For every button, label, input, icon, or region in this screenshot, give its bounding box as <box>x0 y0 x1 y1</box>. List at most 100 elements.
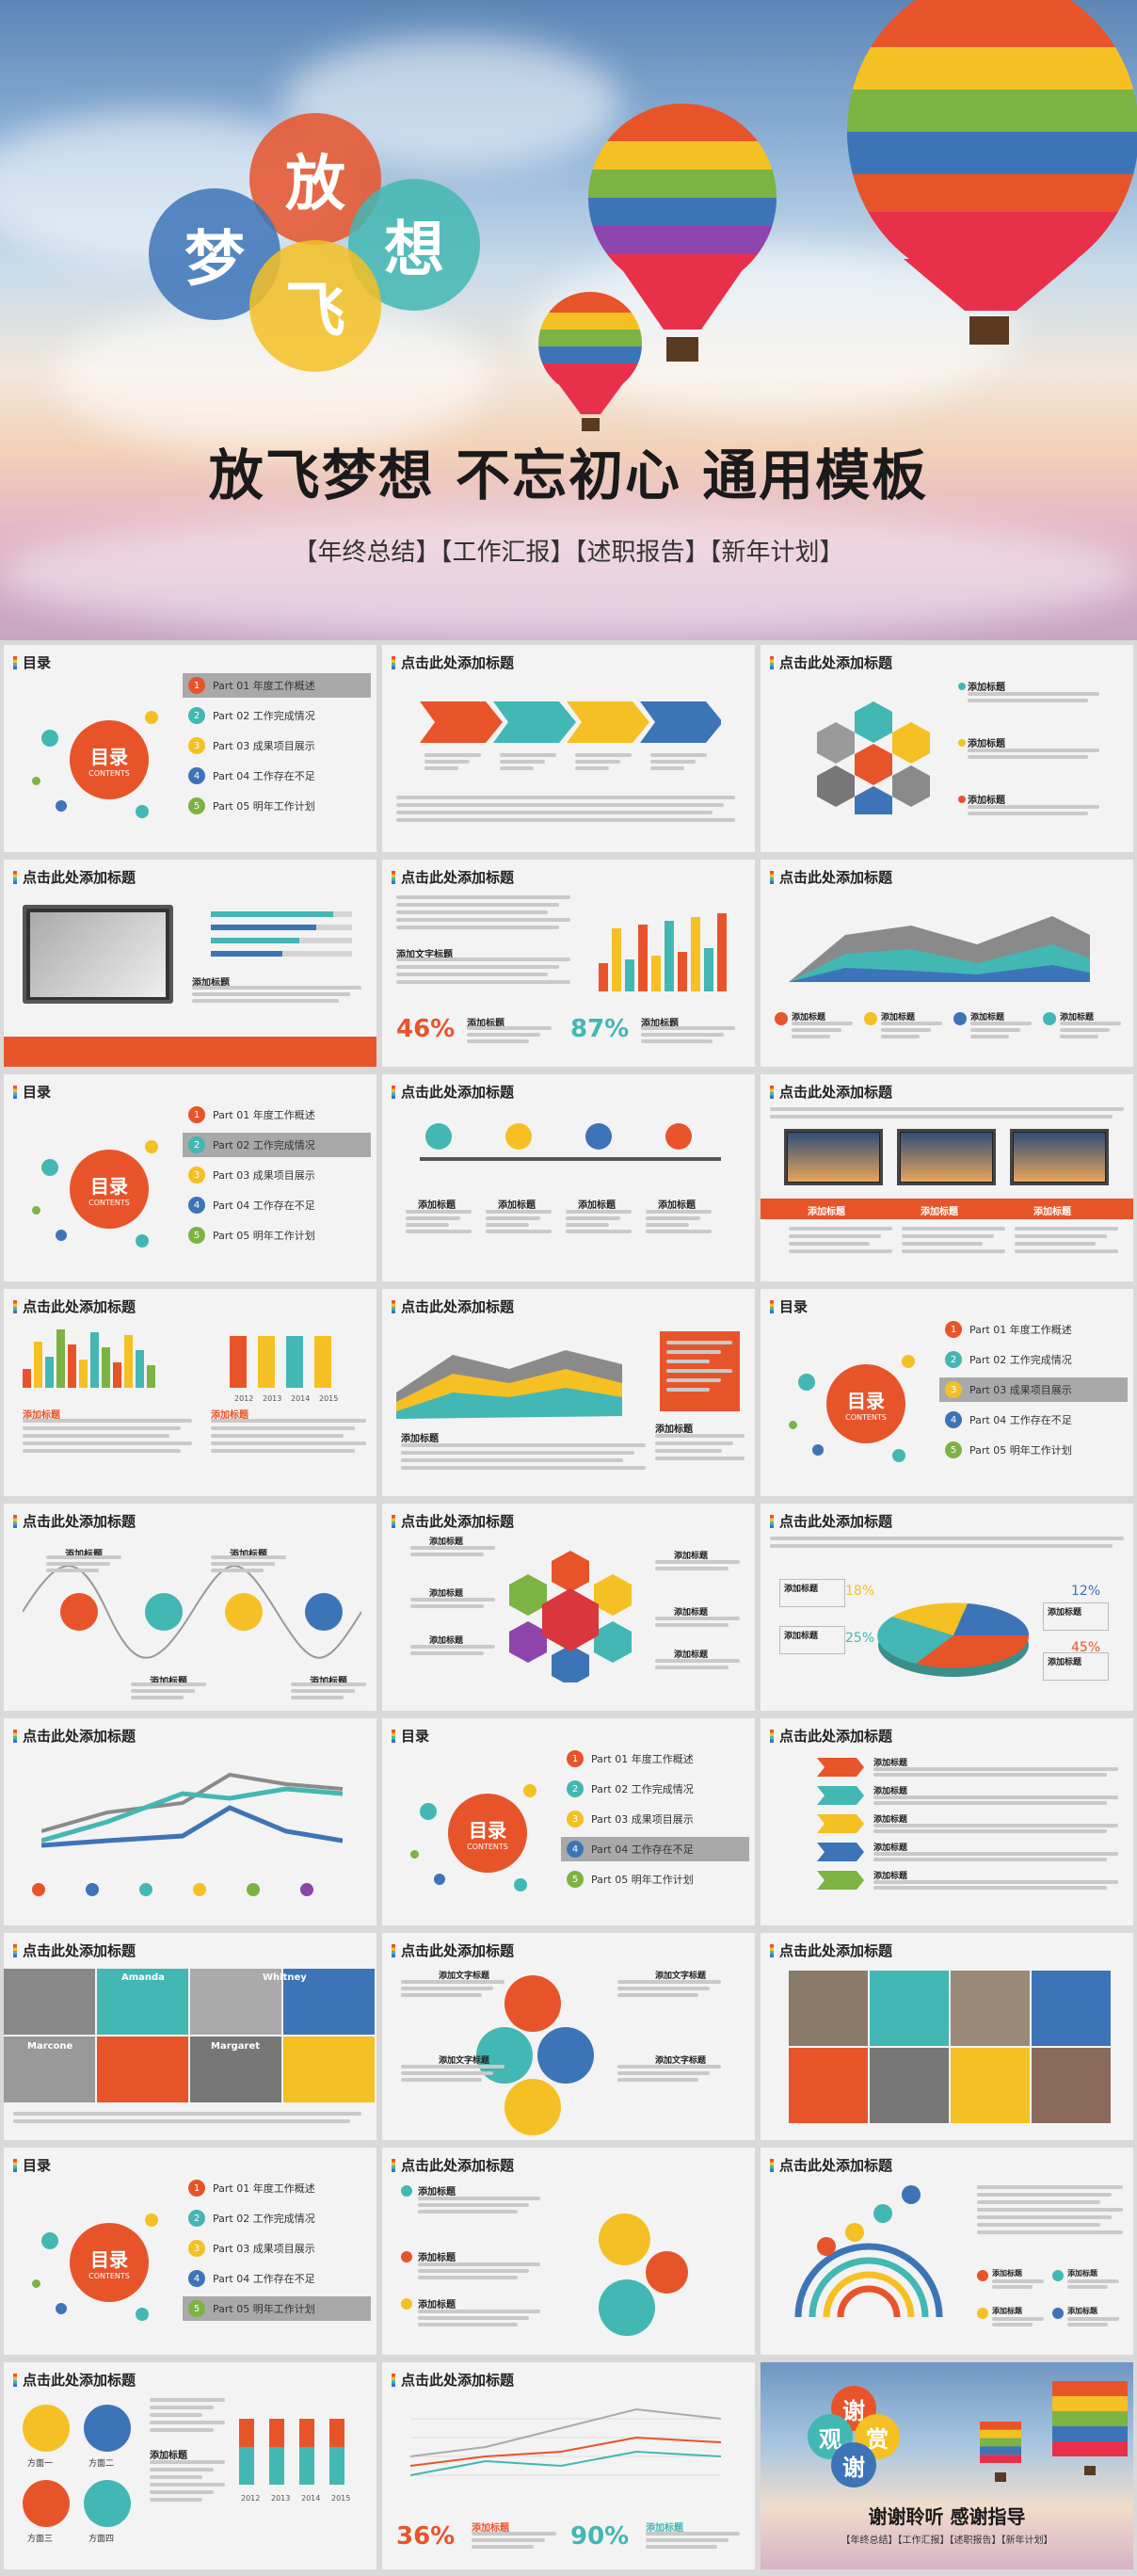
bar-mark <box>258 1336 275 1388</box>
line-series <box>41 1786 343 1843</box>
progress-fill <box>211 938 299 943</box>
slide-thumbnail[interactable]: 点击此处添加标题 添加标题 添加标题 添加标题 添加标题 添加标题 添加标题 <box>382 1504 755 1711</box>
slide-thumbnail[interactable]: 目录 目录 CONTENTS 1 Part 01 年度工作概述 2 Part 02 工作完成… <box>4 2148 376 2355</box>
toc-item[interactable]: 4 Part 04 工作存在不足 <box>183 1193 371 1217</box>
toc-item[interactable]: 4 Part 04 工作存在不足 <box>183 2266 371 2291</box>
slide-thumbnail[interactable]: 点击此处添加标题 添加标题 添加标题 添加标题 <box>382 2148 755 2355</box>
add-title-label: 添加文字标题 <box>396 950 453 960</box>
add-title-label: 添加标题 <box>873 1787 908 1796</box>
toc-item[interactable]: 4 Part 04 工作存在不足 <box>183 764 371 788</box>
slide-thumbnail[interactable]: 点击此处添加标题 36% 添加标题 90% 添加标题 <box>382 2362 755 2569</box>
dream-circle-2: 梦 <box>149 188 280 320</box>
slide-thumbnail[interactable]: 点击此处添加标题 18% 12% 25% 45% 添加标题 添加标题 添加标题 添加标题 <box>761 1504 1133 1711</box>
toc-label: Part 02 工作完成情况 <box>591 1783 694 1795</box>
slide-thumbnail[interactable]: 点击此处添加标题添加标题添加标题添加标题添加标题 <box>761 860 1133 1067</box>
year-tick: 2012 <box>234 1394 254 1403</box>
toc-item[interactable]: 5 Part 05 明年工作计划 <box>183 794 371 818</box>
slide-thumbnail[interactable]: 点击此处添加标题 添加标题 添加标题 添加标题 添加标题 添加标题 <box>761 1718 1133 1925</box>
toc-item[interactable]: 3 Part 03 成果项目展示 <box>183 733 371 758</box>
toc-item[interactable]: 1 Part 01 年度工作概述 <box>561 1747 749 1771</box>
slide-thumbnail[interactable]: 点击此处添加标题 <box>761 1933 1133 2140</box>
slide-thumbnail[interactable]: 点击此处添加标题添加标题添加标题添加标题添加标题 <box>761 2148 1133 2355</box>
slide-thumbnail[interactable]: 目录 目录 CONTENTS 1 Part 01 年度工作概述 2 Part 02 工作完成… <box>4 645 376 852</box>
slide-thumbnail[interactable]: 点击此处添加标题 <box>382 645 755 852</box>
slide-thumbnail[interactable]: 点击此处添加标题 添加标题 添加标题 添加标题 <box>761 1074 1133 1281</box>
toc-item[interactable]: 1 Part 01 年度工作概述 <box>183 673 371 698</box>
toc-item[interactable]: 2 Part 02 工作完成情况 <box>561 1777 749 1801</box>
add-title-label: 添加文字标题 <box>439 1972 490 1981</box>
toc-item[interactable]: 5 Part 05 明年工作计划 <box>939 1438 1128 1462</box>
toc-item[interactable]: 4 Part 04 工作存在不足 <box>939 1408 1128 1432</box>
slide-title: 点击此处添加标题 <box>392 867 514 887</box>
gallery-tile <box>789 2048 868 2123</box>
slide-thumbnail[interactable]: 目录 目录 CONTENTS 1 Part 01 年度工作概述 2 Part 02 工作完成… <box>382 1718 755 1925</box>
toc-item[interactable]: 2 Part 02 工作完成情况 <box>939 1347 1128 1372</box>
slide-thumbnail[interactable]: 谢观赏谢谢谢聆听 感谢指导 【年终总结】【工作汇报】【述职报告】【新年计划】 <box>761 2362 1133 2569</box>
slide-thumbnail[interactable]: 目录 目录 CONTENTS 1 Part 01 年度工作概述 2 Part 02 工作完成… <box>4 1074 376 1281</box>
toc-label: Part 04 工作存在不足 <box>213 1199 315 1212</box>
toc-item[interactable]: 2 Part 02 工作完成情况 <box>183 703 371 728</box>
text-line <box>23 1441 192 1445</box>
toc-item[interactable]: 5 Part 05 明年工作计划 <box>183 1223 371 1248</box>
percent-stat: 36% <box>396 2522 456 2551</box>
bar-mark <box>23 1369 31 1388</box>
portrait-photo <box>4 1969 95 2035</box>
legend-dot <box>977 2308 988 2319</box>
text-line <box>467 1039 529 1043</box>
toc-item[interactable]: 1 Part 01 年度工作概述 <box>183 1103 371 1127</box>
text-line <box>873 1880 1118 1884</box>
text-line <box>150 2398 225 2402</box>
toc-item[interactable]: 5 Part 05 明年工作计划 <box>561 1867 749 1892</box>
toc-item[interactable]: 1 Part 01 年度工作概述 <box>183 2176 371 2200</box>
slide-thumbnail[interactable]: 目录 目录 CONTENTS 1 Part 01 年度工作概述 2 Part 02 工作完成… <box>761 1289 1133 1496</box>
wave-node <box>305 1593 343 1631</box>
text-line <box>1015 1234 1107 1238</box>
slide-thumbnail[interactable]: 点击此处添加标题 2012 2013 2014 2015 添加标题 添加标题 <box>4 1289 376 1496</box>
ribbon-arrow <box>817 1843 864 1861</box>
person-name: Whitney <box>263 1972 307 1983</box>
toc-item[interactable]: 1 Part 01 年度工作概述 <box>939 1317 1128 1342</box>
text-line <box>789 1234 881 1238</box>
bar-mark <box>286 1336 303 1388</box>
slide-thumbnail[interactable]: 点击此处添加标题 <box>4 1718 376 1925</box>
toc-item[interactable]: 2 Part 02 工作完成情况 <box>183 1133 371 1157</box>
toc-item[interactable]: 5 Part 05 明年工作计划 <box>183 2296 371 2321</box>
text-line <box>396 803 724 807</box>
toc-item[interactable]: 4 Part 04 工作存在不足 <box>561 1837 749 1861</box>
percent-stat: 46% <box>396 1015 456 1043</box>
add-title-label: 添加标题 <box>429 1538 464 1547</box>
toc-item[interactable]: 3 Part 03 成果项目展示 <box>183 1163 371 1187</box>
toc-item[interactable]: 3 Part 03 成果项目展示 <box>939 1377 1128 1402</box>
text-line <box>211 1426 355 1430</box>
person-name: Amanda <box>121 1972 165 1983</box>
slide-thumbnail[interactable]: 点击此处添加标题 添加标题 <box>4 860 376 1067</box>
section-bar <box>761 1199 1133 1219</box>
slide-thumbnail[interactable]: 点击此处添加标题 添加标题 添加标题 <box>382 1289 755 1496</box>
slide-thumbnail[interactable]: 点击此处添加标题添加标题添加标题添加标题添加标题 <box>382 1074 755 1281</box>
slide-thumbnail[interactable]: 点击此处添加标题 添加文字标题 46% 添加标题 87% 添加标题 <box>382 860 755 1067</box>
slide-thumbnail[interactable]: 点击此处添加标题 添加标题 添加标题 添加标题 <box>761 645 1133 852</box>
text-line <box>150 2475 202 2479</box>
text-line <box>617 1987 710 1990</box>
thanks-circle: 谢 <box>831 2442 876 2487</box>
toc-item[interactable]: 3 Part 03 成果项目展示 <box>183 2236 371 2261</box>
toc-item[interactable]: 2 Part 02 工作完成情况 <box>183 2206 371 2230</box>
slide-thumbnail[interactable]: 点击此处添加标题 Amanda Whitney Marcone Margaret <box>4 1933 376 2140</box>
toc-item[interactable]: 3 Part 03 成果项目展示 <box>561 1807 749 1831</box>
hexagon-shape <box>892 722 930 764</box>
slide-thumbnail[interactable]: 点击此处添加标题 添加文字标题 添加文字标题 添加文字标题 添加文字标题 <box>382 1933 755 2140</box>
contents-badge: 目录 CONTENTS <box>70 1150 149 1229</box>
toc-label: Part 03 成果项目展示 <box>591 1813 694 1826</box>
add-title-label: 添加标题 <box>968 796 1005 806</box>
text-line <box>211 1434 344 1438</box>
slide-thumbnail[interactable]: 点击此处添加标题 方面一 方面二 方面三 方面四 添加标题 2012 2013 2014 2015 <box>4 2362 376 2569</box>
process-arrow-shape <box>420 701 503 743</box>
text-line <box>1015 1249 1118 1253</box>
slide-title: 点击此处添加标题 <box>770 652 892 672</box>
arc-marker <box>845 2223 864 2242</box>
hero-banner: 放 梦 想 飞 放飞梦想 不忘初心 通用模板 【年终总结】【工作汇报】【述职报告… <box>0 0 1137 640</box>
slide-title: 点击此处添加标题 <box>392 2155 514 2175</box>
text-line <box>396 818 735 822</box>
